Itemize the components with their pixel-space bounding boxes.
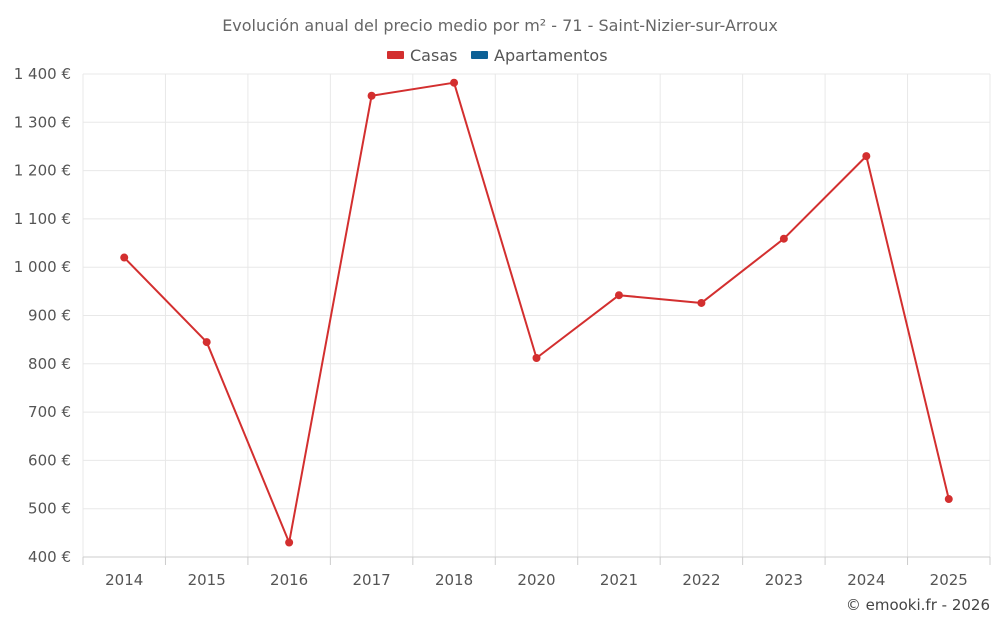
data-point[interactable] — [862, 152, 871, 161]
grid — [82, 73, 991, 558]
y-tick-label: 700 € — [28, 403, 71, 421]
data-point[interactable] — [450, 78, 459, 87]
legend-swatch-casas — [387, 51, 404, 59]
y-tick-label: 1 400 € — [14, 65, 71, 83]
data-point[interactable] — [285, 538, 294, 547]
data-point[interactable] — [532, 354, 541, 363]
data-point[interactable] — [120, 253, 129, 262]
y-tick-label: 800 € — [28, 355, 71, 373]
x-tick-label: 2016 — [270, 571, 308, 589]
y-tick-label: 1 200 € — [14, 162, 71, 180]
data-point[interactable] — [367, 91, 376, 100]
legend-item-apartamentos[interactable]: Apartamentos — [471, 46, 608, 65]
x-tick-label: 2018 — [435, 571, 473, 589]
legend-item-casas[interactable]: Casas — [387, 46, 457, 65]
y-tick-label: 400 € — [28, 548, 71, 566]
data-point[interactable] — [697, 298, 706, 307]
data-point[interactable] — [944, 495, 953, 504]
data-point[interactable] — [202, 338, 211, 347]
y-tick-label: 900 € — [28, 307, 71, 325]
legend-label-casas: Casas — [410, 46, 457, 65]
chart-title: Evolución anual del precio medio por m² … — [222, 16, 778, 35]
x-tick-label: 2023 — [765, 571, 803, 589]
y-tick-label: 500 € — [28, 500, 71, 518]
legend: Casas Apartamentos — [387, 46, 608, 65]
credit-text: © emooki.fr - 2026 — [846, 596, 990, 614]
x-tick-label: 2017 — [352, 571, 390, 589]
series-casas — [120, 78, 953, 547]
legend-label-apartamentos: Apartamentos — [494, 46, 608, 65]
x-tick-label: 2025 — [930, 571, 968, 589]
y-tick-label: 1 000 € — [14, 258, 71, 276]
y-axis: 400 € 500 € 600 € 700 € 800 € 900 € 1 000 € 1 1… — [14, 65, 71, 566]
x-tick-label: 2014 — [105, 571, 143, 589]
data-point[interactable] — [614, 291, 623, 300]
x-axis: 2014 2015 2016 2017 2018 2020 2021 2022 2023 2024… — [82, 556, 991, 589]
x-tick-label: 2015 — [188, 571, 226, 589]
x-tick-label: 2020 — [517, 571, 555, 589]
y-tick-label: 1 300 € — [14, 113, 71, 131]
x-tick-label: 2021 — [600, 571, 638, 589]
legend-swatch-apartamentos — [471, 51, 488, 59]
y-tick-label: 600 € — [28, 451, 71, 469]
x-tick-label: 2022 — [682, 571, 720, 589]
data-point[interactable] — [779, 234, 788, 243]
y-tick-label: 1 100 € — [14, 210, 71, 228]
x-tick-label: 2024 — [847, 571, 885, 589]
